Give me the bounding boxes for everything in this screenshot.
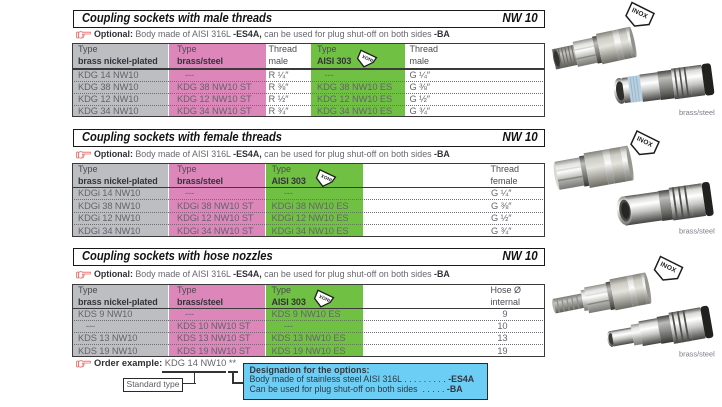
svg-text:brass/steel: brass/steel xyxy=(679,227,715,236)
svg-text:brass/steel: brass/steel xyxy=(679,108,715,117)
svg-text:brass/steel: brass/steel xyxy=(679,350,715,359)
